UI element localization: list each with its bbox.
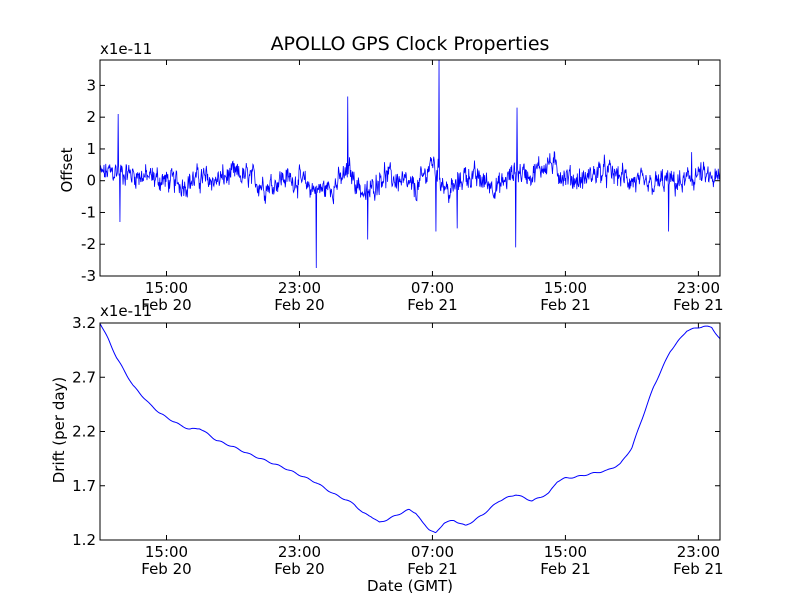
ytick-label: 0 [86, 172, 96, 190]
ytick-label: 1.7 [72, 477, 96, 495]
xtick-date-label: Feb 21 [407, 296, 457, 314]
xtick-date-label: Feb 20 [141, 296, 191, 314]
xtick-time-label: 23:00 [677, 543, 720, 561]
ytick-label: -2 [81, 235, 96, 253]
drift-ylabel: Drift (per day) [50, 377, 68, 484]
chart-title: APOLLO GPS Clock Properties [271, 33, 550, 55]
xtick-time-label: 15:00 [145, 279, 188, 297]
drift-series-line [99, 323, 721, 534]
offset-frame [99, 59, 721, 277]
xtick-date-label: Feb 21 [673, 560, 723, 578]
xtick-time-label: 23:00 [278, 279, 321, 297]
drift-xlabel: Date (GMT) [367, 577, 453, 595]
xtick-date-label: Feb 21 [540, 560, 590, 578]
xtick-date-label: Feb 21 [407, 560, 457, 578]
ytick-label: 1.2 [72, 531, 96, 549]
xtick-time-label: 23:00 [278, 543, 321, 561]
drift-multiplier: x1e-11 [100, 302, 152, 320]
ytick-label: 3.2 [72, 314, 96, 332]
ytick-label: -3 [81, 267, 96, 285]
xtick-time-label: 15:00 [544, 543, 587, 561]
offset-multiplier: x1e-11 [100, 40, 152, 58]
ytick-label: 2.2 [72, 423, 96, 441]
drift-frame [99, 322, 721, 541]
xtick-time-label: 15:00 [544, 279, 587, 297]
xtick-date-label: Feb 21 [673, 296, 723, 314]
xtick-date-label: Feb 20 [141, 560, 191, 578]
ytick-label: 2.7 [72, 368, 96, 386]
ytick-label: -1 [81, 203, 96, 221]
xtick-date-label: Feb 20 [274, 560, 324, 578]
offset-ylabel: Offset [58, 147, 76, 192]
offset-series-line [99, 59, 721, 269]
ytick-label: 3 [86, 76, 96, 94]
xtick-time-label: 23:00 [677, 279, 720, 297]
xtick-time-label: 07:00 [411, 543, 454, 561]
drift-panel: x1e-11 Drift (per day) Date (GMT) 1.2 1.7… [50, 302, 724, 595]
ytick-label: 1 [86, 140, 96, 158]
xtick-date-label: Feb 21 [540, 296, 590, 314]
xtick-date-label: Feb 20 [274, 296, 324, 314]
ytick-label: 2 [86, 108, 96, 126]
xtick-time-label: 15:00 [145, 543, 188, 561]
xtick-time-label: 07:00 [411, 279, 454, 297]
